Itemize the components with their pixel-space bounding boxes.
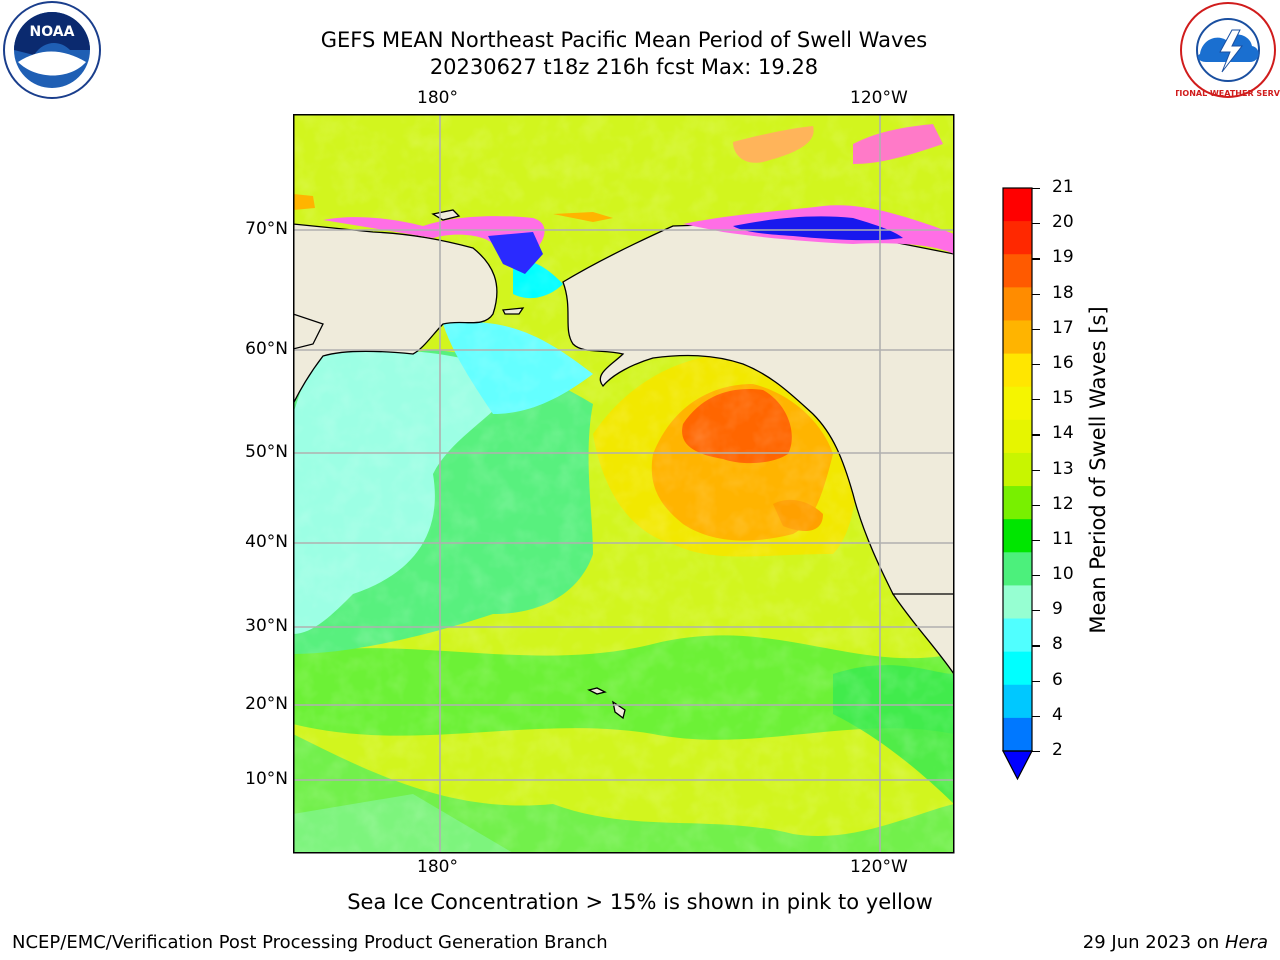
- chart-subtitle: 20230627 t18z 216h fcst Max: 19.28: [429, 55, 819, 79]
- colorbar-extend-triangle: [1002, 750, 1033, 781]
- sea-ice-beaufort-core: [733, 216, 903, 241]
- footer-date: 29 Jun 2023 on Hera: [1083, 932, 1268, 953]
- sea-ice-archipelago: [853, 124, 943, 164]
- sea-ice-north-orange: [733, 126, 814, 163]
- sea-ice-arctic-west: [323, 216, 545, 258]
- colorbar-cell: [1003, 717, 1032, 752]
- colorbar-tick-mark: [1032, 751, 1040, 753]
- colorbar-tick-mark: [1032, 575, 1040, 577]
- colorbar-tick-mark: [1032, 610, 1040, 612]
- colorbar-tick-mark: [1032, 399, 1040, 401]
- colorbar-tick-label: 10: [1052, 564, 1074, 585]
- lat-label-10n: 10°N: [245, 769, 288, 789]
- colorbar-tick-mark: [1032, 223, 1040, 225]
- sea-ice-chukchi: [488, 232, 543, 274]
- colorbar-tick-mark: [1032, 363, 1040, 366]
- colorbar-cell: [1003, 651, 1032, 686]
- colorbar-cell: [1003, 188, 1032, 222]
- colorbar-cell: [1003, 486, 1032, 520]
- colorbar-tick-label: 14: [1052, 423, 1074, 444]
- colorbar-cell: [1003, 254, 1032, 288]
- colorbar-cell: [1003, 419, 1032, 454]
- colorbar-tick-mark: [1032, 328, 1040, 330]
- svg-text:NOAA: NOAA: [30, 24, 75, 40]
- lon-label-top-120w: 120°W: [850, 88, 908, 108]
- colorbar-cell: [1003, 353, 1032, 388]
- colorbar-tick-mark: [1032, 504, 1040, 506]
- sea-ice-edge-orange: [553, 212, 613, 222]
- colorbar-cell: [1003, 618, 1032, 653]
- footer-date-text: 29 Jun 2023 on: [1082, 932, 1225, 953]
- swell-period-map: [293, 114, 955, 854]
- colorbar-cell: [1003, 519, 1032, 553]
- colorbar-tick-label: 16: [1052, 352, 1074, 373]
- noaa-logo: NOAA: [0, 0, 106, 104]
- colorbar-tick-label: 11: [1052, 528, 1074, 549]
- lat-label-20n: 20°N: [245, 694, 288, 714]
- chart-title: GEFS MEAN Northeast Pacific Mean Period …: [320, 28, 928, 52]
- colorbar-tick-mark: [1032, 715, 1040, 717]
- svg-text:NATIONAL WEATHER SERVICE: NATIONAL WEATHER SERVICE: [1176, 89, 1280, 98]
- lat-label-40n: 40°N: [245, 532, 288, 552]
- colorbar-cell: [1003, 386, 1032, 421]
- lon-label-bottom-180: 180°: [417, 857, 458, 877]
- colorbar-tick-label: 18: [1052, 282, 1074, 303]
- colorbar-tick-mark: [1032, 469, 1040, 471]
- colorbar-tick-mark: [1032, 539, 1040, 542]
- map-frame: [293, 114, 955, 854]
- colorbar-tick-mark: [1032, 188, 1040, 190]
- colorbar-tick-label: 20: [1052, 212, 1074, 233]
- colorbar-cell: [1003, 552, 1032, 586]
- colorbar-tick-label: 2: [1052, 740, 1063, 760]
- colorbar-label: Mean Period of Swell Waves [s]: [1086, 306, 1110, 634]
- colorbar-tick-label: 8: [1052, 634, 1063, 655]
- colorbar-cell: [1003, 585, 1032, 620]
- colorbar-tick-mark: [1032, 258, 1040, 260]
- colorbar-tick-label: 17: [1052, 317, 1074, 338]
- colorbar-tick-mark: [1032, 680, 1040, 682]
- colorbar-cell: [1003, 452, 1032, 487]
- colorbar-tick-mark: [1032, 434, 1040, 436]
- colorbar-tick-label: 12: [1052, 493, 1074, 514]
- colorbar-tick-mark: [1032, 293, 1040, 295]
- colorbar-cell: [1003, 287, 1032, 321]
- graticule: [293, 114, 954, 853]
- colorbar-tick-label: 19: [1052, 247, 1074, 268]
- lat-label-30n: 30°N: [245, 616, 288, 636]
- sea-ice-edge-west: [293, 194, 315, 210]
- colorbar: [1002, 187, 1033, 781]
- lon-label-bottom-120w: 120°W: [850, 857, 908, 877]
- colorbar-tick-label: 4: [1052, 704, 1063, 725]
- colorbar-tick-label: 21: [1052, 177, 1074, 197]
- lat-label-70n: 70°N: [245, 219, 288, 239]
- nws-logo: NATIONAL WEATHER SERVICE: [1162, 0, 1280, 104]
- colorbar-tick-mark: [1032, 645, 1040, 647]
- footer-host: Hera: [1224, 932, 1268, 953]
- colorbar-cell: [1003, 221, 1032, 255]
- colorbar-cell: [1003, 320, 1032, 355]
- colorbar-tick-label: 13: [1052, 458, 1074, 479]
- lon-label-top-180: 180°: [417, 88, 458, 108]
- sea-ice-note: Sea Ice Concentration > 15% is shown in …: [347, 890, 933, 914]
- colorbar-tick-label: 9: [1052, 599, 1063, 620]
- colorbar-tick-label: 6: [1052, 669, 1063, 690]
- lat-label-60n: 60°N: [245, 339, 288, 359]
- colorbar-cell: [1003, 684, 1032, 719]
- colorbar-tick-label: 15: [1052, 388, 1074, 409]
- lat-label-50n: 50°N: [245, 442, 288, 462]
- footer-branch: NCEP/EMC/Verification Post Processing Pr…: [12, 932, 608, 953]
